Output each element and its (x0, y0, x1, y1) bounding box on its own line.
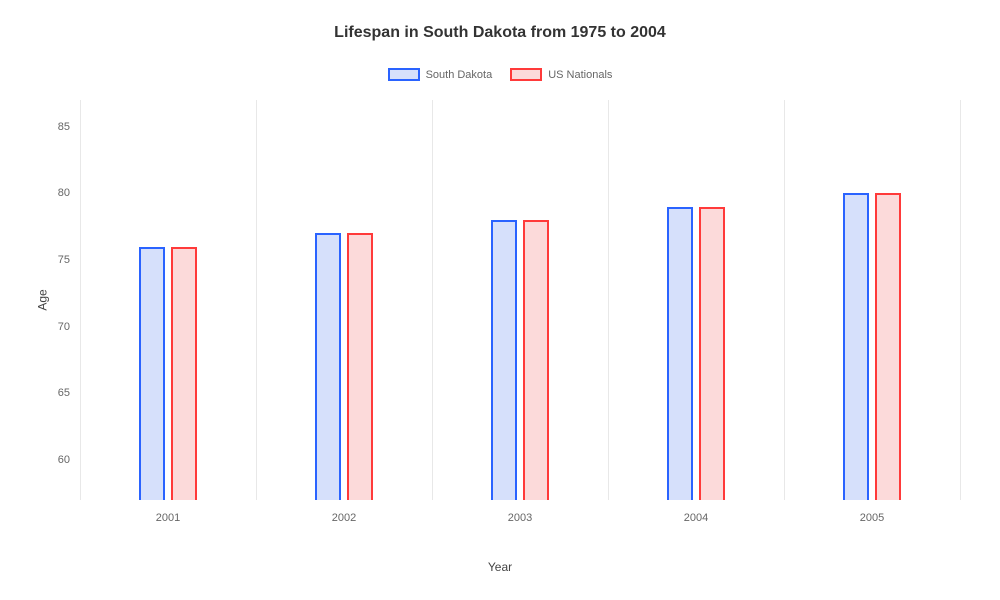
x-tick-label: 2003 (508, 512, 532, 524)
x-tick-label: 2004 (684, 512, 708, 524)
bar (491, 220, 517, 500)
legend: South Dakota US Nationals (0, 68, 1000, 81)
gridline (960, 100, 961, 500)
y-tick-label: 75 (58, 254, 70, 266)
x-tick-label: 2005 (860, 512, 884, 524)
bar (347, 233, 373, 500)
bar (171, 247, 197, 500)
y-tick-label: 80 (58, 187, 70, 199)
legend-item-south-dakota: South Dakota (388, 68, 493, 81)
x-tick-label: 2001 (156, 512, 180, 524)
legend-label: US Nationals (548, 69, 612, 81)
legend-swatch (510, 68, 542, 81)
bar (315, 233, 341, 500)
y-tick-label: 85 (58, 121, 70, 133)
plot-area: 60657075808520012002200320042005 (80, 100, 960, 500)
legend-label: South Dakota (426, 69, 493, 81)
x-axis-title: Year (0, 560, 1000, 574)
gridline (608, 100, 609, 500)
bar (523, 220, 549, 500)
bar (699, 207, 725, 500)
y-tick-label: 70 (58, 321, 70, 333)
y-tick-label: 60 (58, 454, 70, 466)
legend-item-us-nationals: US Nationals (510, 68, 612, 81)
chart-title: Lifespan in South Dakota from 1975 to 20… (0, 24, 1000, 42)
legend-swatch (388, 68, 420, 81)
gridline (256, 100, 257, 500)
bar (875, 193, 901, 500)
gridline (432, 100, 433, 500)
chart-container: Lifespan in South Dakota from 1975 to 20… (0, 0, 1000, 600)
bar (667, 207, 693, 500)
y-tick-label: 65 (58, 387, 70, 399)
bar (139, 247, 165, 500)
gridline (784, 100, 785, 500)
x-tick-label: 2002 (332, 512, 356, 524)
gridline (80, 100, 81, 500)
bar (843, 193, 869, 500)
y-axis-title: Age (36, 289, 50, 310)
